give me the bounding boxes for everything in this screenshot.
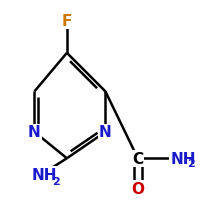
Text: O: O	[131, 181, 144, 196]
Text: NH: NH	[32, 167, 57, 182]
Text: 2: 2	[52, 176, 59, 186]
Text: C: C	[132, 151, 143, 166]
Text: N: N	[28, 125, 41, 140]
Text: F: F	[61, 14, 72, 29]
Text: N: N	[99, 125, 111, 140]
Text: 2: 2	[186, 159, 194, 169]
Text: NH: NH	[169, 151, 195, 166]
